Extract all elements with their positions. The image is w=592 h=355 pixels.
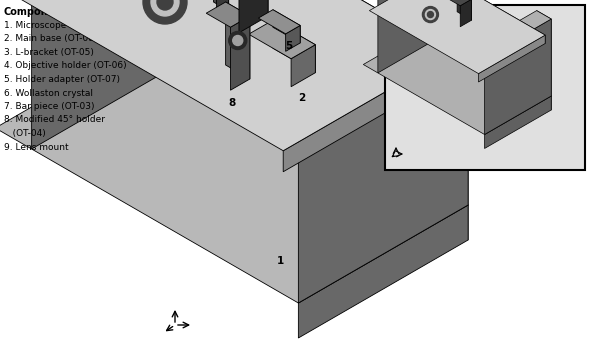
Polygon shape <box>378 0 445 73</box>
Text: 1. Microscope frame model: 1. Microscope frame model <box>4 21 127 30</box>
Circle shape <box>233 36 243 45</box>
Text: 3. L-bracket (OT-05): 3. L-bracket (OT-05) <box>4 48 94 57</box>
Polygon shape <box>537 11 551 96</box>
Polygon shape <box>291 45 316 87</box>
Text: 7. Bar piece (OT-03): 7. Bar piece (OT-03) <box>4 102 95 111</box>
Polygon shape <box>258 10 300 34</box>
Text: 1: 1 <box>276 256 284 266</box>
Text: 9. Lens mount: 9. Lens mount <box>4 142 69 152</box>
Polygon shape <box>430 0 445 34</box>
Circle shape <box>229 32 247 49</box>
Text: 8: 8 <box>228 98 235 109</box>
Text: 8. Modified 45° holder: 8. Modified 45° holder <box>4 115 105 125</box>
Polygon shape <box>0 30 468 303</box>
Text: 2. Main base (OT-08): 2. Main base (OT-08) <box>4 34 98 44</box>
Polygon shape <box>298 12 468 303</box>
Polygon shape <box>165 30 468 240</box>
Polygon shape <box>369 0 545 73</box>
Polygon shape <box>11 0 453 151</box>
Text: 2: 2 <box>298 93 305 103</box>
Polygon shape <box>206 2 250 27</box>
Text: 4. Objective holder (OT-06): 4. Objective holder (OT-06) <box>4 61 127 71</box>
Circle shape <box>143 0 187 24</box>
Polygon shape <box>457 0 472 20</box>
Circle shape <box>423 6 439 23</box>
Circle shape <box>157 0 173 10</box>
Polygon shape <box>273 20 316 73</box>
Polygon shape <box>226 2 250 79</box>
Circle shape <box>426 10 436 20</box>
Text: 5. Holder adapter (OT-07): 5. Holder adapter (OT-07) <box>4 75 120 84</box>
Polygon shape <box>460 0 472 27</box>
Text: Components:: Components: <box>4 7 76 17</box>
Polygon shape <box>298 205 468 338</box>
Polygon shape <box>432 0 468 205</box>
Polygon shape <box>217 0 229 18</box>
Polygon shape <box>283 53 453 172</box>
Circle shape <box>427 12 433 17</box>
Polygon shape <box>285 26 300 51</box>
Polygon shape <box>231 0 268 16</box>
Polygon shape <box>249 20 316 59</box>
Polygon shape <box>165 0 201 51</box>
Polygon shape <box>430 26 551 110</box>
Polygon shape <box>239 0 268 33</box>
Polygon shape <box>446 0 472 6</box>
Text: 6. Wollaston crystal: 6. Wollaston crystal <box>4 88 93 98</box>
Polygon shape <box>363 26 551 135</box>
Polygon shape <box>485 19 551 135</box>
Polygon shape <box>470 11 551 58</box>
Text: (OT-04): (OT-04) <box>4 129 46 138</box>
Polygon shape <box>262 0 468 110</box>
Polygon shape <box>485 96 551 148</box>
Polygon shape <box>31 0 201 149</box>
Polygon shape <box>436 0 545 44</box>
Polygon shape <box>180 0 453 74</box>
Circle shape <box>151 0 179 16</box>
Polygon shape <box>478 35 545 82</box>
FancyBboxPatch shape <box>385 5 585 170</box>
Polygon shape <box>273 10 300 43</box>
Text: 5: 5 <box>286 41 293 51</box>
Polygon shape <box>230 16 250 90</box>
Polygon shape <box>214 0 229 11</box>
